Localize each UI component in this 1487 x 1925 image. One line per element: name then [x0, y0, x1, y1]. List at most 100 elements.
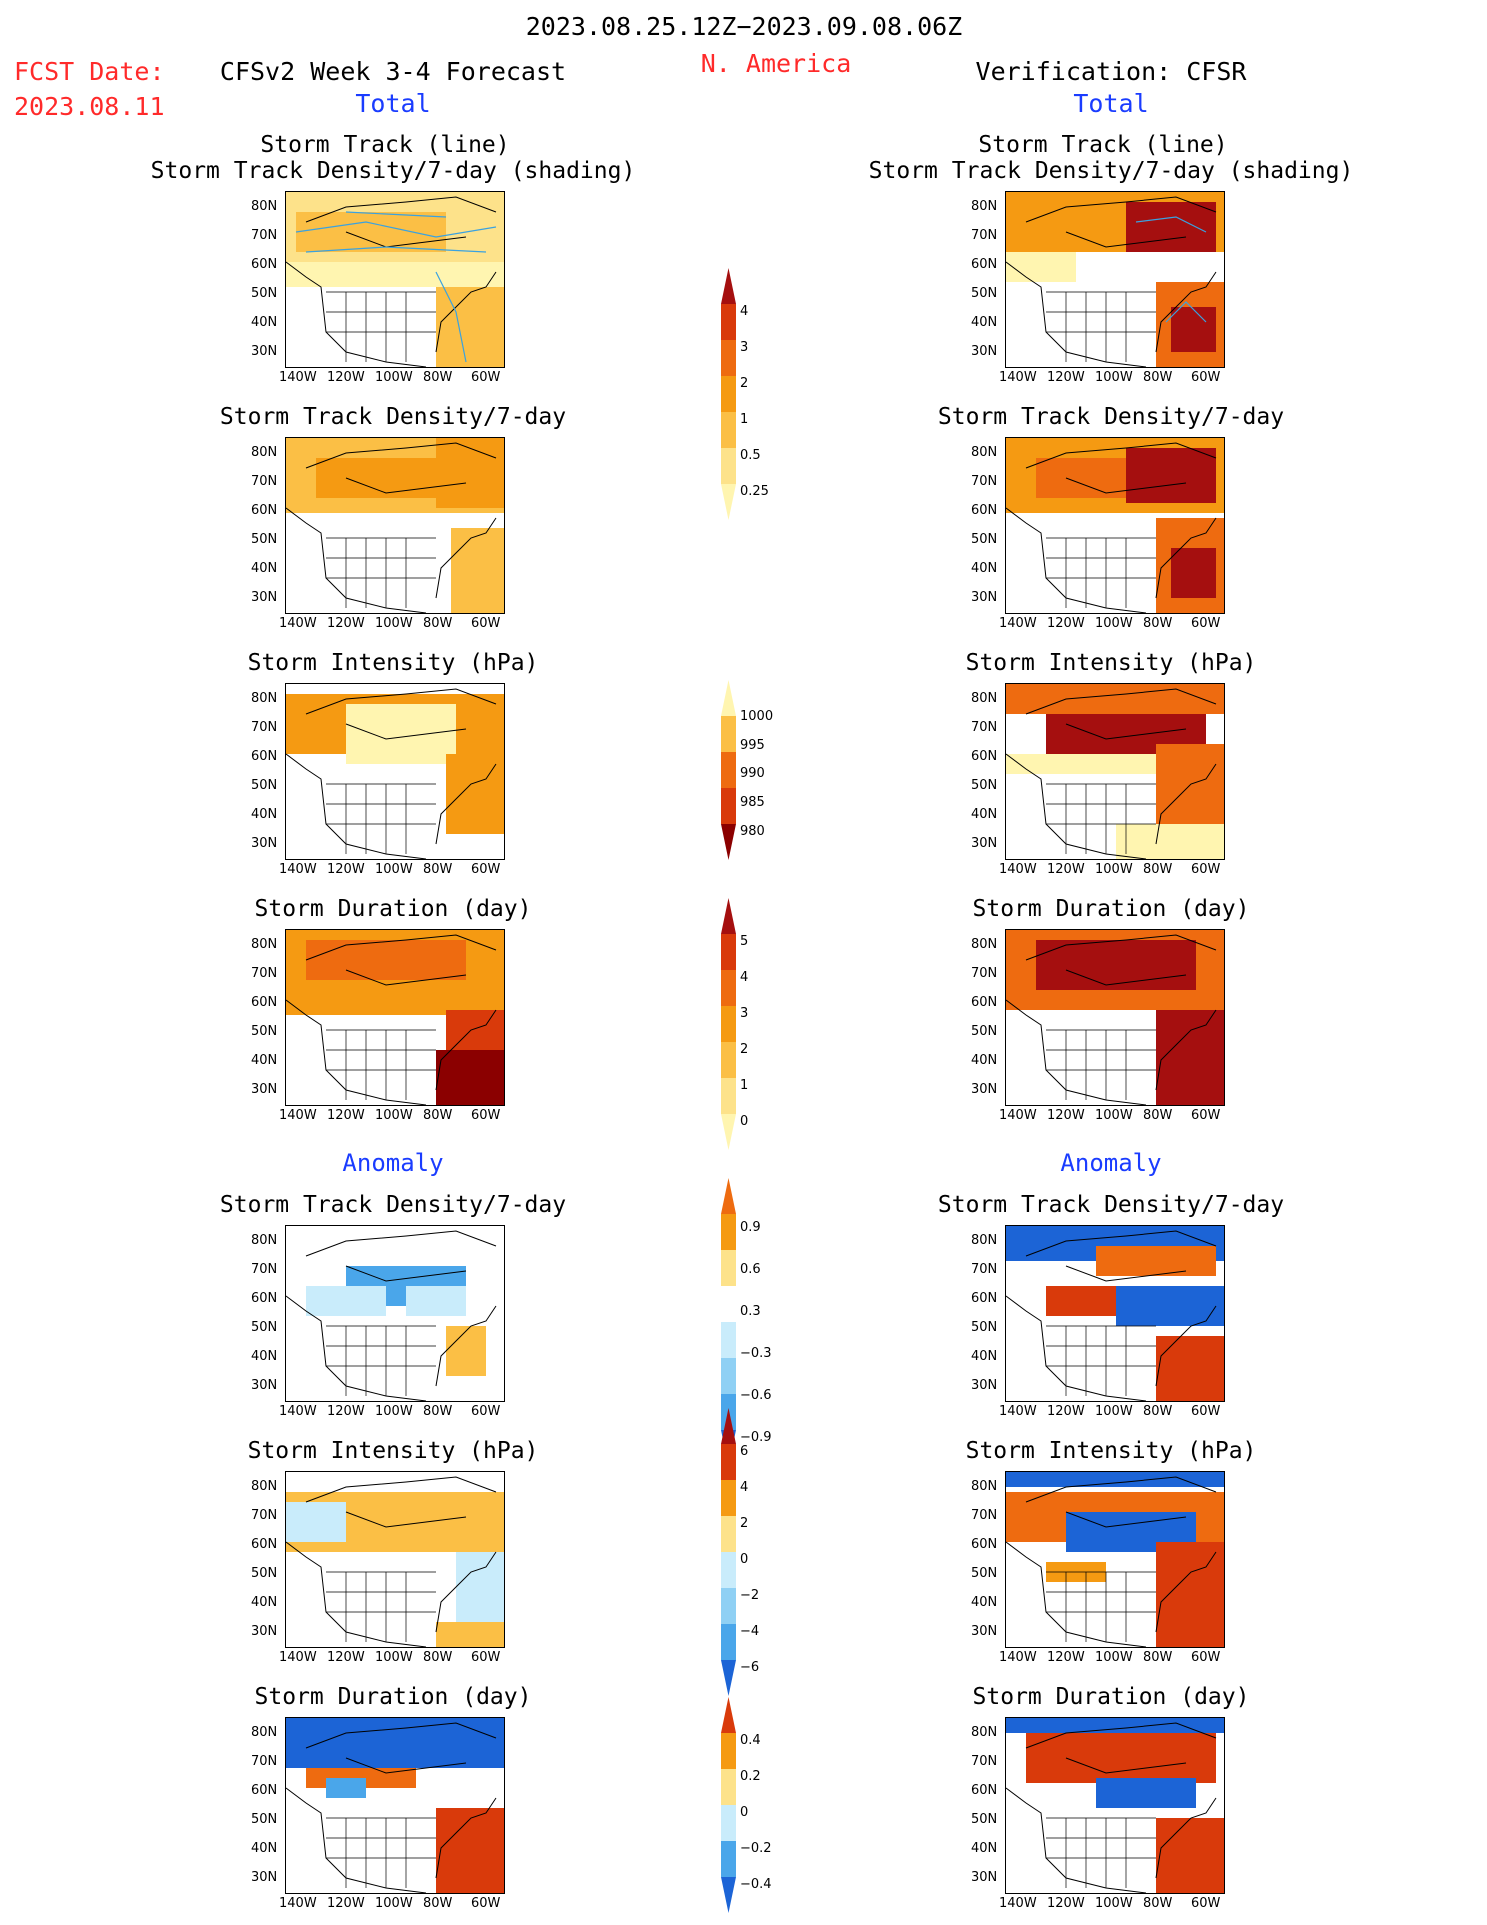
- lat-tick-label: 70N: [971, 720, 998, 735]
- anomaly-label-right: Anomaly: [1060, 1149, 1162, 1177]
- lat-tick-label: 50N: [971, 1566, 998, 1581]
- colorbar-label: 5: [740, 934, 749, 949]
- lon-tick-label: 120W: [327, 616, 365, 631]
- lat-tick-label: 60N: [251, 257, 278, 272]
- colorbar-label: 0.6: [740, 1262, 761, 1277]
- shading-region: [1006, 1718, 1224, 1733]
- colorbar-swatch: [721, 1444, 736, 1480]
- lon-tick-label: 80W: [1143, 1404, 1173, 1419]
- shading-region: [436, 287, 504, 367]
- lat-tick-label: 50N: [251, 1566, 278, 1581]
- lon-tick-label: 120W: [1047, 862, 1085, 877]
- lon-tick-label: 60W: [1191, 1650, 1221, 1665]
- lon-tick-label: 140W: [279, 1896, 317, 1911]
- state-borders: [326, 1029, 436, 1100]
- lat-tick-label: 30N: [971, 836, 998, 851]
- total-label-left: Total: [355, 89, 431, 118]
- lon-tick-label: 80W: [423, 1896, 453, 1911]
- lat-tick-label: 80N: [971, 691, 998, 706]
- colorbar-swatch: [721, 1042, 736, 1078]
- lon-tick-label: 120W: [1047, 1404, 1085, 1419]
- lon-tick-label: 100W: [1095, 1404, 1133, 1419]
- shading-region: [316, 458, 436, 498]
- lat-tick-label: 30N: [251, 836, 278, 851]
- lat-tick-label: 50N: [251, 532, 278, 547]
- state-borders: [326, 783, 436, 854]
- map-panel: [285, 1225, 505, 1402]
- lon-tick-label: 80W: [1143, 616, 1173, 631]
- state-borders: [1046, 291, 1156, 362]
- total-label-right: Total: [1073, 89, 1149, 118]
- colorbar-swatch: [721, 934, 736, 970]
- colorbar-label: 0: [740, 1552, 749, 1567]
- colorbar-label: 2: [740, 1516, 749, 1531]
- colorbar-label: 1000: [740, 708, 774, 724]
- state-borders: [1046, 1029, 1156, 1100]
- lat-tick-label: 70N: [971, 1508, 998, 1523]
- lat-tick-label: 50N: [251, 1320, 278, 1335]
- title-intensity-r: Storm Intensity (hPa): [965, 650, 1257, 676]
- title-density-anom-r: Storm Track Density/7-day: [937, 1192, 1285, 1218]
- lat-tick-label: 70N: [251, 1508, 278, 1523]
- shading-region: [436, 438, 504, 508]
- colorbar-density: 4 3 2 1 0.5 0.25: [721, 268, 769, 526]
- lat-tick-label: 60N: [971, 503, 998, 518]
- colorbar-intensity: 1000 995 990 985 980: [721, 680, 773, 866]
- state-borders: [1046, 1325, 1156, 1396]
- shading-region: [1096, 1246, 1216, 1276]
- lat-tick-label: 40N: [971, 807, 998, 822]
- colorbar-label: 6: [740, 1444, 749, 1459]
- lat-tick-label: 60N: [251, 749, 278, 764]
- lon-tick-label: 140W: [999, 1108, 1037, 1123]
- colorbar-swatch: [721, 752, 736, 788]
- lon-tick-label: 60W: [1191, 616, 1221, 631]
- colorbar-swatch: [721, 412, 736, 448]
- title-intensity-anom-r: Storm Intensity (hPa): [965, 1438, 1257, 1464]
- lon-tick-label: 60W: [1191, 370, 1221, 385]
- lat-tick-label: 40N: [971, 1595, 998, 1610]
- lon-tick-label: 120W: [327, 1404, 365, 1419]
- shading-region: [286, 262, 504, 287]
- lat-tick-label: 30N: [971, 344, 998, 359]
- colorbar-swatch: [721, 1805, 736, 1841]
- colorbar-swatch: [721, 1769, 736, 1805]
- shading-region: [1126, 448, 1216, 503]
- shading-region: [346, 704, 456, 764]
- colorbar-swatch: [721, 1552, 736, 1588]
- lat-tick-label: 80N: [251, 1725, 278, 1740]
- shading-region: [1171, 307, 1216, 352]
- lat-tick-label: 70N: [971, 1754, 998, 1769]
- lat-tick-label: 30N: [971, 1082, 998, 1097]
- colorbar-swatch: [721, 1006, 736, 1042]
- colorbar-swatch: [721, 1214, 736, 1250]
- lat-tick-label: 80N: [971, 1479, 998, 1494]
- lat-tick-label: 30N: [971, 1870, 998, 1885]
- lon-tick-label: 120W: [1047, 1108, 1085, 1123]
- verification-title: Verification: CFSR: [975, 57, 1247, 86]
- lon-tick-label: 100W: [375, 1108, 413, 1123]
- lon-tick-label: 80W: [1143, 862, 1173, 877]
- colorbar-swatch: [721, 1408, 736, 1444]
- lat-tick-label: 40N: [251, 1349, 278, 1364]
- title-density: Storm Track Density/7-day: [219, 404, 567, 430]
- colorbar-label: 995: [740, 737, 765, 753]
- lat-tick-label: 40N: [251, 807, 278, 822]
- lon-tick-label: 60W: [1191, 1404, 1221, 1419]
- colorbar-label: 0.25: [740, 484, 769, 499]
- colorbar-label: 4: [740, 970, 749, 985]
- lon-tick-label: 100W: [1095, 1650, 1133, 1665]
- colorbar-label: 0.3: [740, 1304, 761, 1319]
- shading-region: [1036, 940, 1196, 990]
- lon-tick-label: 60W: [471, 1650, 501, 1665]
- colorbar-swatch: [721, 1697, 736, 1733]
- shading-region: [1156, 1818, 1224, 1893]
- shading-region: [436, 1050, 504, 1105]
- colorbar-swatch: [721, 376, 736, 412]
- state-borders: [1046, 1571, 1156, 1642]
- lon-tick-label: 80W: [1143, 1650, 1173, 1665]
- lat-tick-label: 40N: [251, 561, 278, 576]
- anomaly-label-left: Anomaly: [342, 1149, 444, 1177]
- colorbar-density_anom: 0.9 0.6 0.3 −0.3 −0.6 −0.9: [721, 1178, 772, 1472]
- fcst-date-label: FCST Date:: [14, 57, 165, 86]
- lat-tick-label: 50N: [971, 1320, 998, 1335]
